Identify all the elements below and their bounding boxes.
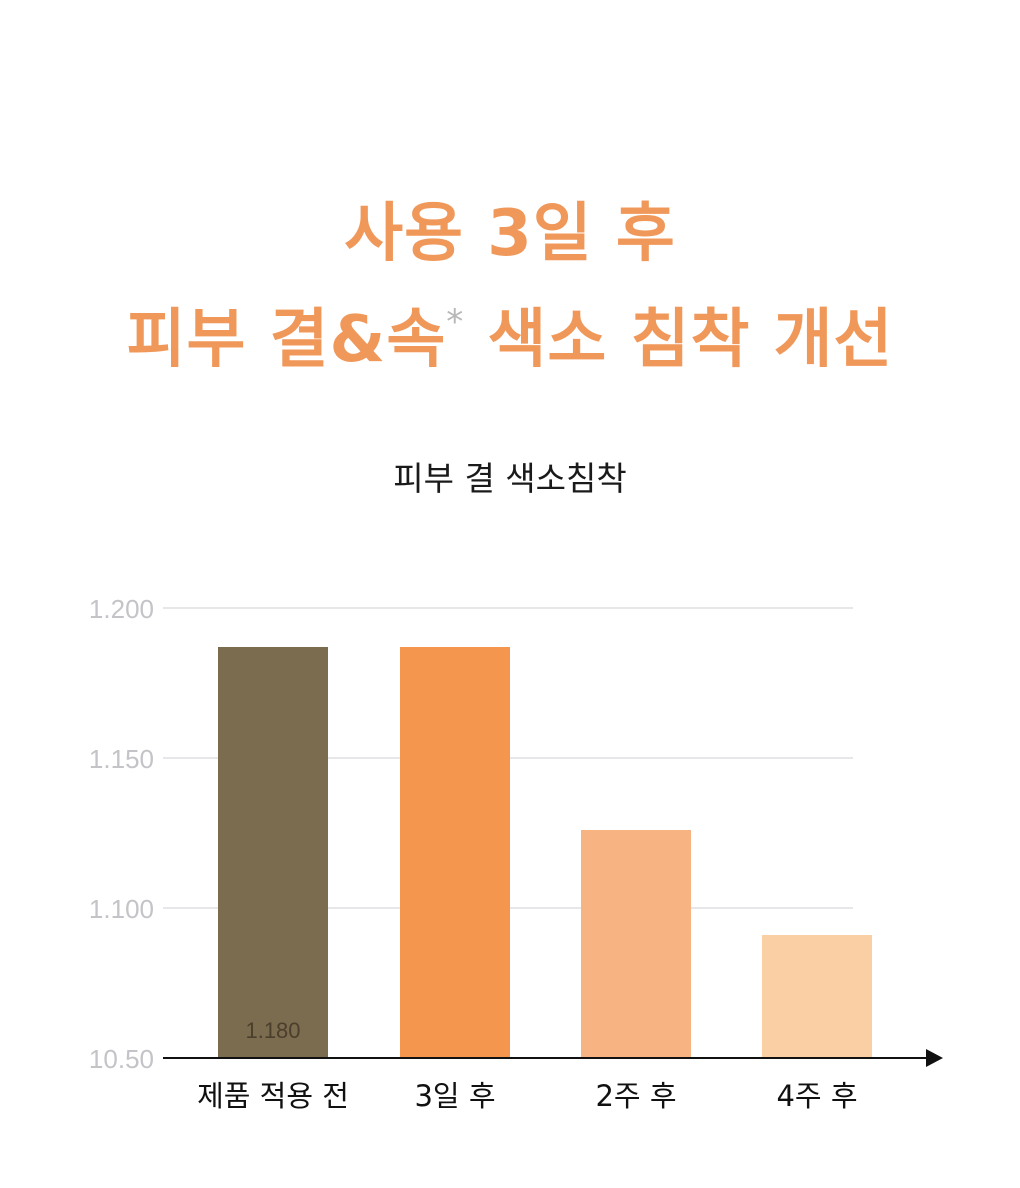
bar-data-label: 1.180: [245, 1018, 300, 1043]
x-tick-label: 제품 적용 전: [197, 1079, 349, 1113]
bar-chart: 10.50 1.100 1.150 1.200 1.180 제품 적용 전 3일 후 2주 후…: [89, 594, 943, 1113]
headline-line-2-part-b: 색소 침착 개선: [464, 303, 894, 377]
headline-line-1: 사용 3일 후: [344, 197, 676, 271]
bar: [400, 647, 510, 1058]
x-tick-label: 2주 후: [595, 1079, 676, 1113]
bar: [762, 935, 872, 1058]
bar: [218, 647, 328, 1058]
chart-title: 피부 결 색소침착: [393, 459, 627, 498]
bar: [581, 830, 691, 1058]
y-tick-label: 10.50: [89, 1044, 154, 1074]
x-tick-label: 3일 후: [414, 1079, 495, 1113]
x-axis-arrow-icon: [926, 1049, 943, 1067]
headline-line-2: 피부 결&속* 색소 침착 개선: [0, 288, 1020, 380]
y-tick-label: 1.200: [89, 594, 154, 624]
footnote-asterisk: *: [446, 302, 465, 342]
headline-line-2-part-a: 피부 결&속: [126, 303, 447, 377]
x-tick-label: 4주 후: [776, 1079, 857, 1113]
y-tick-label: 1.150: [89, 744, 154, 774]
y-tick-label: 1.100: [89, 894, 154, 924]
